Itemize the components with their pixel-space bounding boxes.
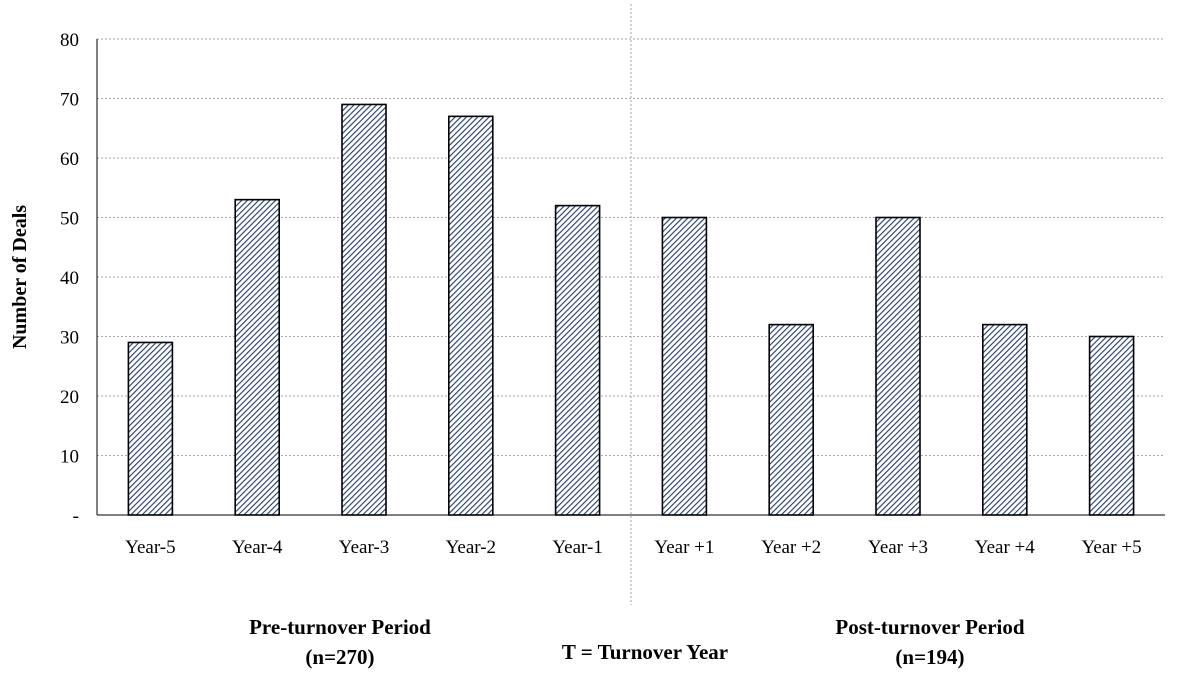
y-tick-label: - — [73, 506, 79, 527]
y-tick-label: 70 — [60, 90, 79, 111]
x-tick-labels: Year-5 Year-4 Year-3 Year-2 Year-1 Year +1 Yea… — [125, 537, 1141, 558]
y-tick-label: 40 — [60, 268, 79, 289]
x-tick-label: Year +4 — [975, 537, 1035, 558]
bar — [554, 204, 601, 516]
turnover-year-caption: T = Turnover Year — [520, 637, 770, 667]
bar — [127, 341, 174, 516]
bar — [447, 115, 494, 516]
y-axis-label: Number of Deals — [9, 205, 31, 349]
x-tick-label: Year +5 — [1082, 537, 1142, 558]
pre-turnover-period-label: Pre-turnover Period — [249, 615, 431, 639]
x-tick-label: Year-2 — [446, 537, 496, 558]
y-tick-label: 10 — [60, 447, 79, 468]
y-tick-label: 30 — [60, 328, 79, 349]
post-turnover-period-label: Post-turnover Period — [835, 615, 1025, 639]
pre-turnover-caption: Pre-turnover Period (n=270) — [190, 612, 490, 672]
y-tick-label: 80 — [60, 30, 79, 51]
x-tick-label: Year-3 — [339, 537, 389, 558]
bar — [1088, 335, 1135, 516]
bar — [341, 103, 387, 516]
bars — [127, 103, 1135, 516]
bar — [661, 216, 708, 516]
post-turnover-count: (n=194) — [895, 645, 965, 669]
bar — [234, 198, 280, 516]
pre-turnover-count: (n=270) — [305, 645, 375, 669]
bar — [981, 323, 1028, 516]
bar — [768, 323, 815, 516]
turnover-year-label: T = Turnover Year — [561, 640, 729, 664]
y-tick-label: 20 — [60, 387, 79, 408]
x-tick-label: Year +2 — [761, 537, 821, 558]
x-tick-label: Year-5 — [125, 537, 175, 558]
x-tick-label: Year +3 — [868, 537, 928, 558]
y-tick-labels: - 10 20 30 40 50 60 70 80 — [60, 30, 79, 527]
post-turnover-caption: Post-turnover Period (n=194) — [780, 612, 1080, 672]
x-tick-label: Year-1 — [552, 537, 602, 558]
bar — [875, 216, 921, 516]
y-tick-label: 50 — [60, 209, 79, 230]
x-tick-label: Year-4 — [232, 537, 283, 558]
y-tick-label: 60 — [60, 149, 79, 170]
x-tick-label: Year +1 — [654, 537, 714, 558]
